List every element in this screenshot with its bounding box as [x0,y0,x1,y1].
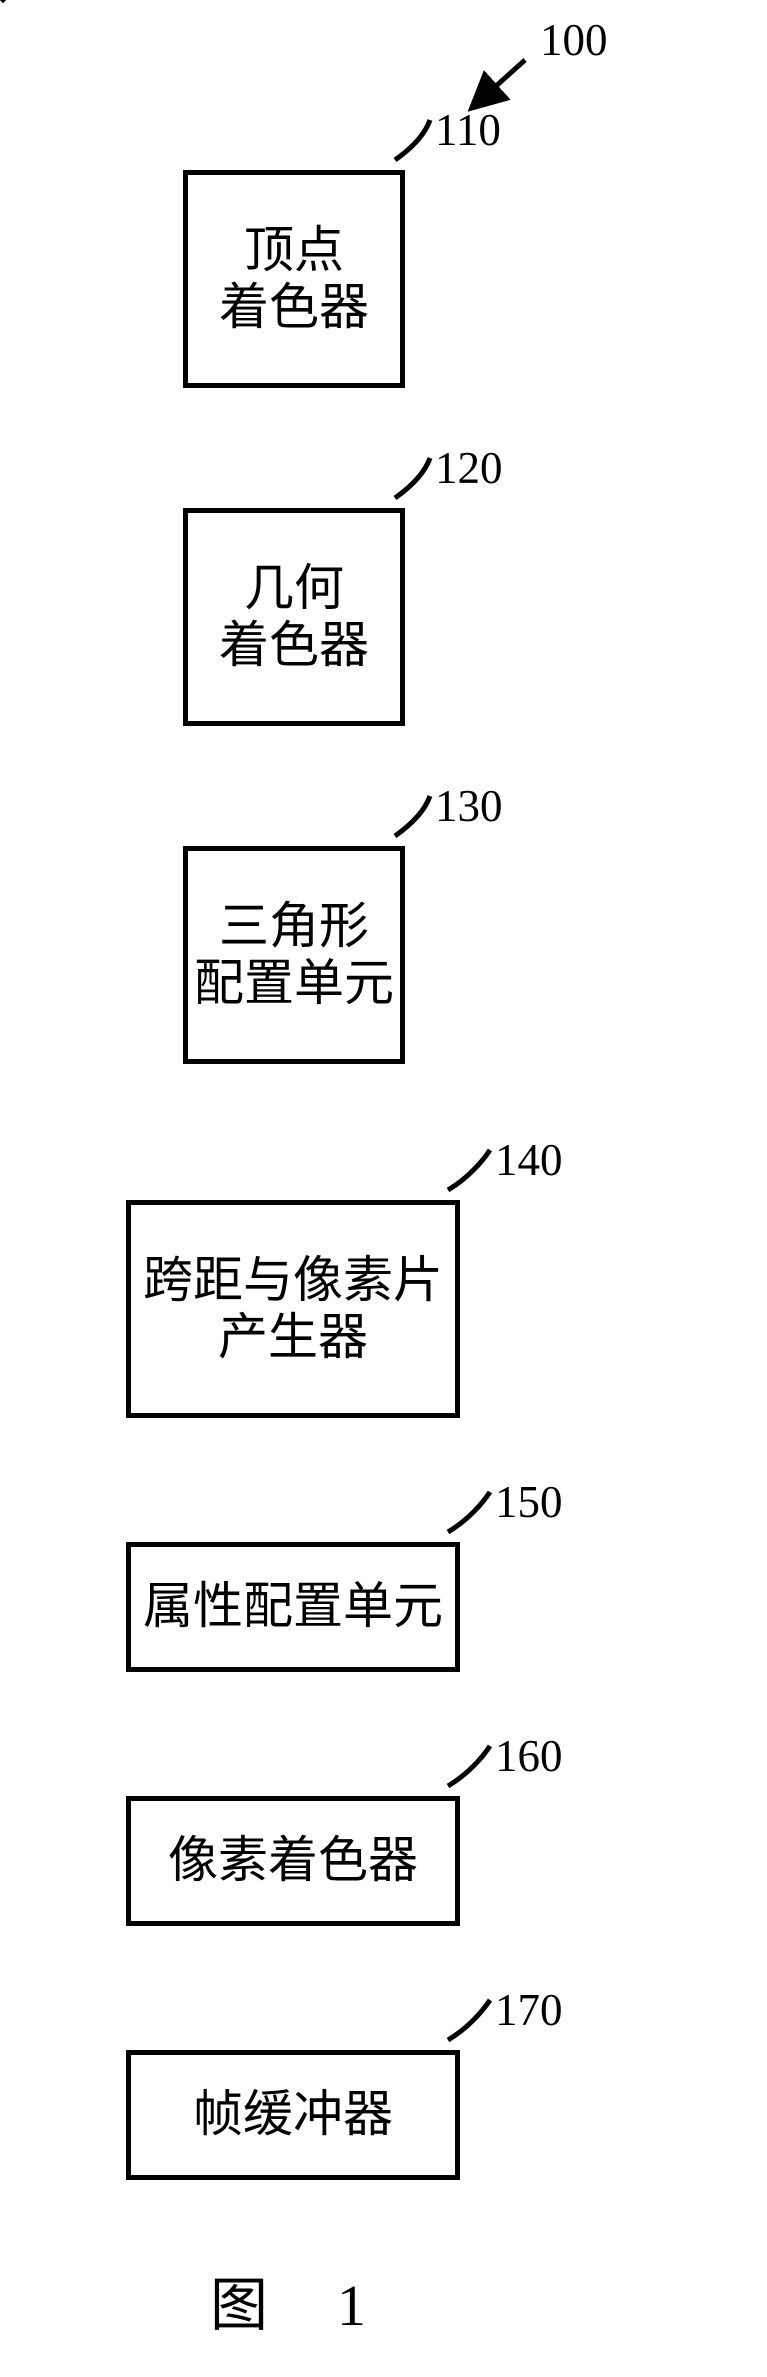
callout-170 [448,2000,490,2040]
node-label-110: 110 [435,108,501,153]
callout-140 [448,1150,490,1190]
callout-110 [395,120,430,160]
node-label-130: 130 [435,784,503,829]
node-label-120: 120 [435,446,503,491]
callout-120 [395,458,430,498]
figure-caption: 图 1 [210,2258,366,2342]
callout-layer [0,0,767,2377]
edge-arrowhead-160-170 [0,0,6,6]
flowchart-canvas: 100 顶点 着色器几何 着色器三角形 配置单元跨距与像素片 产生器属性配置单元… [0,0,767,2377]
node-label-170: 170 [495,1988,563,2033]
callout-130 [395,796,430,836]
node-label-160: 160 [495,1734,563,1779]
caption-number: 1 [337,2273,366,2338]
node-label-140: 140 [495,1138,563,1183]
callout-160 [448,1746,490,1786]
node-label-150: 150 [495,1480,563,1525]
caption-prefix: 图 [210,2273,268,2338]
callout-150 [448,1492,490,1532]
